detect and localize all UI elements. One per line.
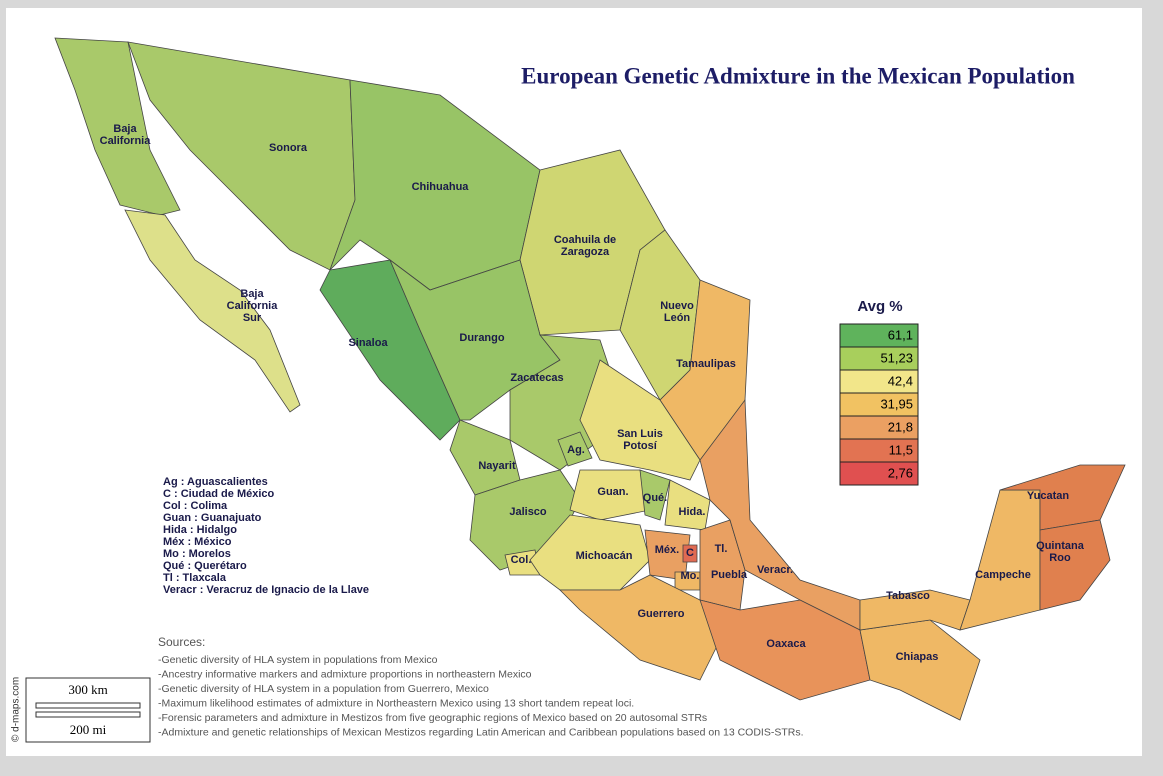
state-label: Campeche: [975, 569, 1031, 581]
source-line: -Ancestry informative markers and admixt…: [158, 668, 532, 680]
state-label: Zacatecas: [510, 372, 563, 384]
source-line: -Genetic diversity of HLA system in popu…: [158, 654, 438, 666]
source-line: -Genetic diversity of HLA system in a po…: [158, 683, 489, 695]
scale-mi: [35, 711, 141, 718]
legend-label: 2,76: [888, 465, 913, 480]
scale-km: [35, 702, 141, 709]
state-label: Tamaulipas: [676, 358, 736, 370]
state-shape: [639, 469, 671, 521]
state-label: Quintana: [1036, 540, 1085, 552]
key-line: Ag : Aguascalientes: [163, 476, 268, 488]
state-label: Oaxaca: [766, 638, 806, 650]
legend-label: 51,23: [880, 350, 913, 365]
state-label: Sonora: [269, 142, 308, 154]
key-line: Qué : Querétaro: [163, 560, 247, 572]
state-shape: [529, 514, 651, 591]
legend-label: 31,95: [880, 396, 913, 411]
state-label: Michoacán: [576, 550, 633, 562]
state-label: C: [686, 547, 694, 559]
state-shape: [124, 209, 301, 413]
state-label: Puebla: [711, 569, 748, 581]
state-shape: [682, 544, 698, 563]
scale-box: [25, 677, 151, 743]
state-label: Yucatan: [1027, 490, 1069, 502]
state-label: León: [664, 312, 691, 324]
state-shape: [569, 469, 651, 521]
scale-mi-label: 200 mi: [70, 722, 107, 737]
state-label: Nuevo: [660, 300, 694, 312]
map-title: European Genetic Admixture in the Mexica…: [521, 63, 1075, 88]
state-label: Méx.: [655, 544, 679, 556]
source-line: -Admixture and genetic relationships of …: [158, 726, 804, 738]
state-label: Hida.: [679, 506, 706, 518]
legend-swatch: [839, 461, 919, 486]
key-line: Col : Colima: [163, 500, 228, 512]
legend: Avg % 61,1 51,23 42,4 31,95 21,8 11,5 2,76: [839, 298, 919, 486]
key-line: Méx : México: [163, 536, 232, 548]
state-label: Chiapas: [896, 651, 939, 663]
state-label: Baja: [240, 288, 264, 300]
state-label: California: [227, 300, 279, 312]
state-label: Baja: [113, 123, 137, 135]
legend-label: 11,5: [889, 442, 913, 457]
state-shape: [1039, 519, 1111, 611]
key-line: Veracr : Veracruz de Ignacio de la Llave: [163, 584, 369, 596]
legend-label: 21,8: [888, 419, 913, 434]
key-line: Hida : Hidalgo: [163, 524, 237, 536]
sources: Sources: -Genetic diversity of HLA system…: [158, 635, 804, 738]
key-line: Guan : Guanajuato: [163, 512, 262, 524]
legend-label: 42,4: [888, 373, 913, 388]
state-label: Potosí: [623, 440, 658, 452]
state-shape: [557, 431, 593, 467]
legend-label: 61,1: [888, 327, 913, 342]
state-label: Guerrero: [637, 608, 684, 620]
sources-heading: Sources:: [158, 635, 205, 649]
state-label: Guan.: [597, 486, 628, 498]
source-line: -Maximum likelihood estimates of admixtu…: [158, 697, 634, 709]
state-label: Mo.: [681, 570, 700, 582]
state-label: Nayarit: [478, 460, 516, 472]
states: BajaCaliforniaBajaCaliforniaSurSonoraChi…: [54, 37, 1126, 721]
key-line: Mo : Morelos: [163, 548, 231, 560]
key-line: C : Ciudad de México: [163, 488, 275, 500]
state-label: San Luis: [617, 428, 663, 440]
state-shape: [579, 359, 701, 481]
state-label: Roo: [1049, 552, 1071, 564]
state-label: Col.: [511, 554, 532, 566]
key-line: Tl : Tlaxcala: [163, 572, 227, 584]
state-label: Sur: [243, 312, 262, 324]
state-label: Jalisco: [509, 506, 547, 518]
state-label: Durango: [459, 332, 505, 344]
legend-title: Avg %: [857, 298, 902, 315]
state-label: Coahuila de: [554, 234, 616, 246]
state-label: Zaragoza: [561, 246, 610, 258]
state-label: Tl.: [715, 543, 728, 555]
state-label: Veracr.: [757, 564, 793, 576]
state-label: Sinaloa: [348, 337, 388, 349]
state-label: Tabasco: [886, 590, 930, 602]
source-line: -Forensic parameters and admixture in Me…: [158, 712, 707, 724]
state-label: Qué.: [643, 492, 667, 504]
state-label: Ag.: [567, 444, 585, 456]
scale-km-label: 300 km: [68, 682, 107, 697]
state-label: California: [100, 135, 152, 147]
state-label: Chihuahua: [412, 181, 470, 193]
scale-bar: 300 km 200 mi: [25, 677, 151, 743]
credit: © d-maps.com: [11, 677, 22, 742]
